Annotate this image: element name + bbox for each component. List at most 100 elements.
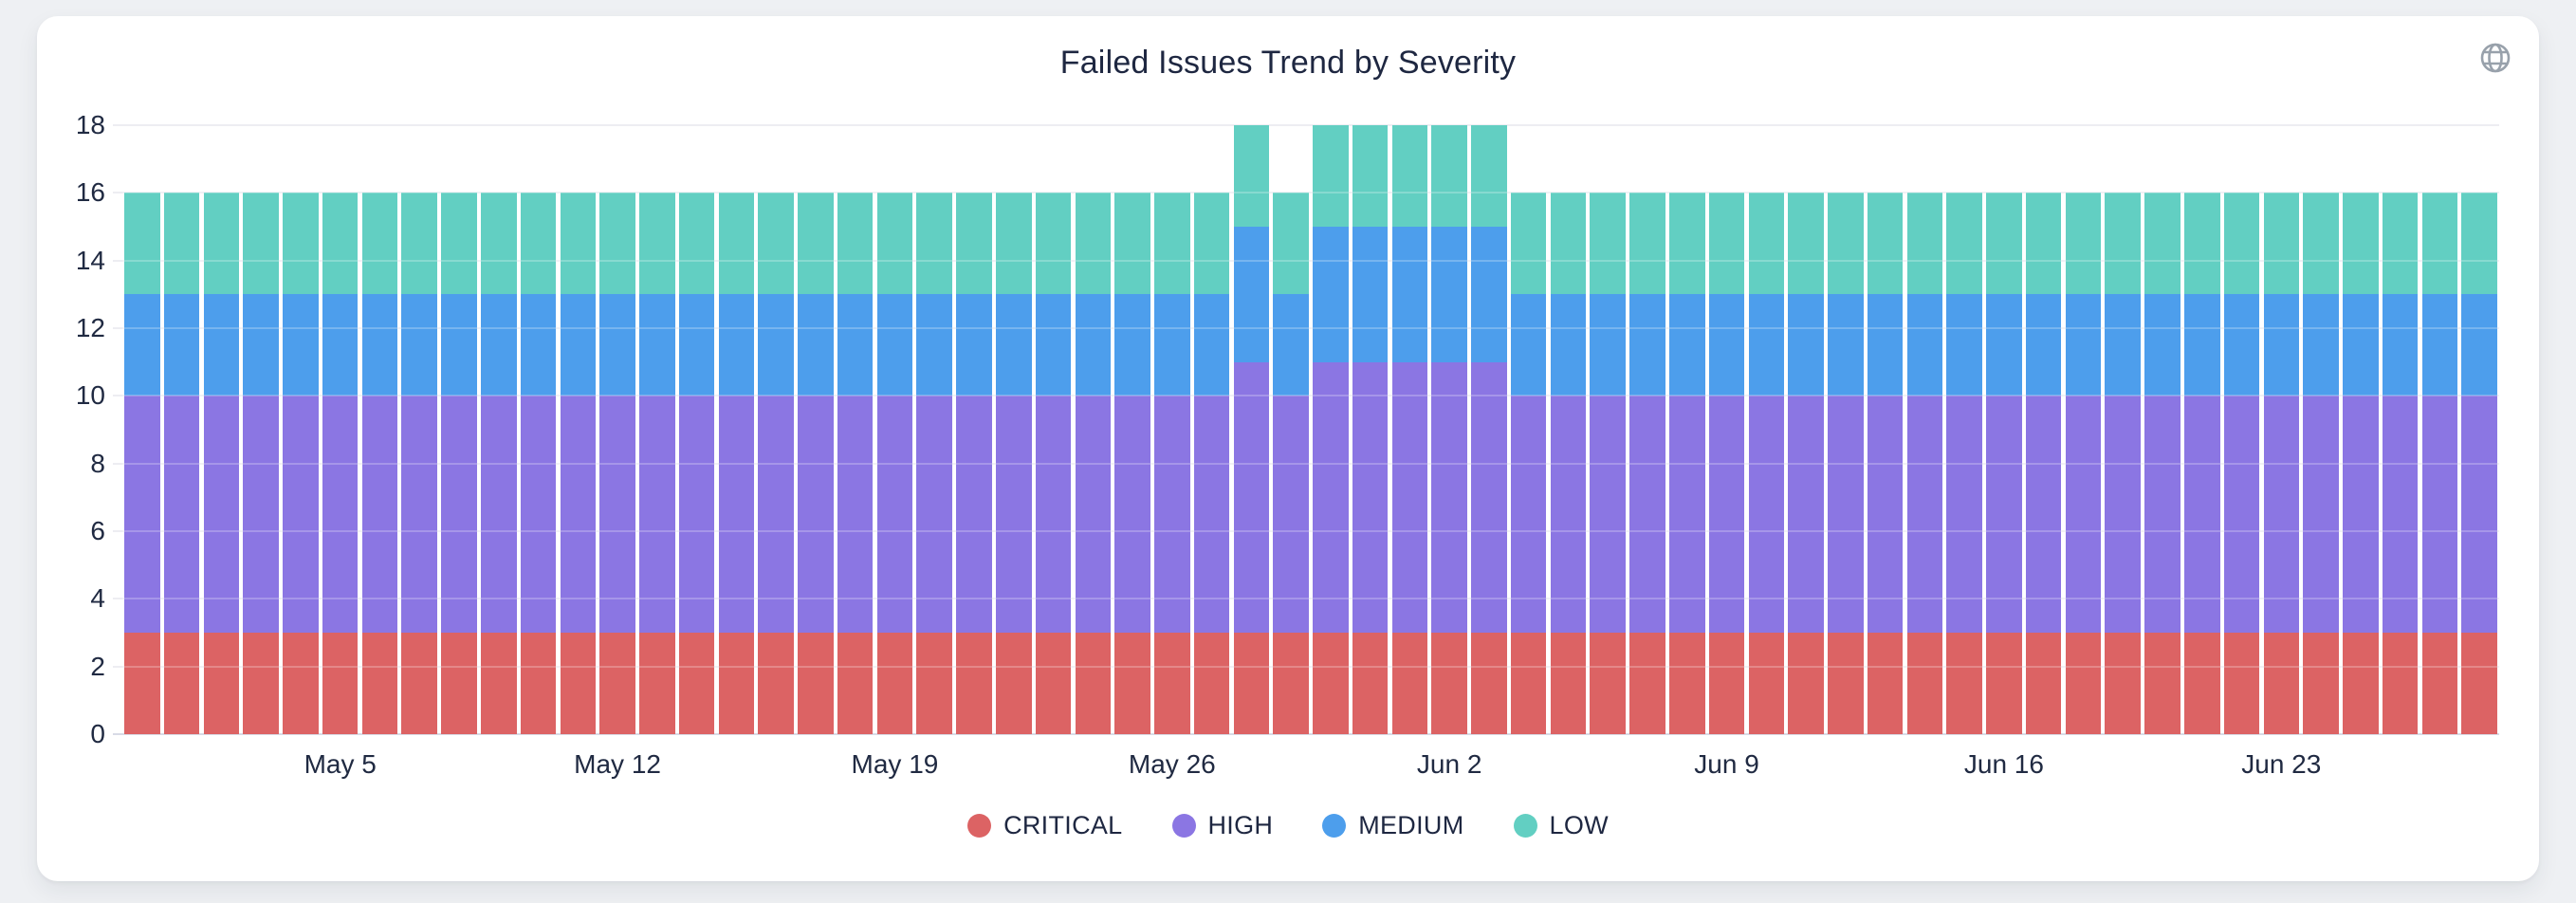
bar-segment-high[interactable] — [2105, 396, 2141, 633]
bar-segment-medium[interactable] — [718, 294, 755, 396]
bar-segment-low[interactable] — [1114, 193, 1150, 295]
bar-segment-high[interactable] — [1788, 396, 1824, 633]
bar-jun-1[interactable] — [1391, 125, 1428, 734]
bar-segment-medium[interactable] — [2183, 294, 2220, 396]
bar-segment-medium[interactable] — [2223, 294, 2260, 396]
bar-segment-low[interactable] — [243, 193, 279, 295]
bar-segment-high[interactable] — [1946, 396, 1982, 633]
bar-may-18[interactable] — [837, 193, 874, 734]
bar-may-24[interactable] — [1075, 193, 1112, 734]
bar-segment-critical[interactable] — [2461, 633, 2497, 734]
bar-segment-critical[interactable] — [1391, 633, 1428, 734]
bar-segment-low[interactable] — [2183, 193, 2220, 295]
bar-segment-low[interactable] — [1748, 193, 1785, 295]
bar-segment-high[interactable] — [1669, 396, 1705, 633]
bar-segment-low[interactable] — [2144, 193, 2180, 295]
bar-segment-critical[interactable] — [1114, 633, 1150, 734]
bar-segment-critical[interactable] — [678, 633, 715, 734]
bar-segment-high[interactable] — [361, 396, 398, 633]
bar-segment-medium[interactable] — [876, 294, 913, 396]
bar-segment-critical[interactable] — [2105, 633, 2141, 734]
bar-segment-critical[interactable] — [1471, 633, 1507, 734]
bar-segment-critical[interactable] — [1035, 633, 1072, 734]
bar-segment-medium[interactable] — [1946, 294, 1982, 396]
bar-may-31[interactable] — [1352, 125, 1389, 734]
bar-segment-critical[interactable] — [956, 633, 992, 734]
bar-segment-medium[interactable] — [2065, 294, 2102, 396]
bar-segment-medium[interactable] — [203, 294, 240, 396]
bar-segment-high[interactable] — [1193, 396, 1230, 633]
bar-segment-critical[interactable] — [361, 633, 398, 734]
bar-segment-low[interactable] — [2223, 193, 2260, 295]
bar-jun-10[interactable] — [1748, 193, 1785, 734]
bar-segment-high[interactable] — [1550, 396, 1587, 633]
legend-item-high[interactable]: HIGH — [1171, 811, 1274, 840]
bar-segment-low[interactable] — [1431, 125, 1467, 228]
bar-jun-7[interactable] — [1629, 193, 1665, 734]
bar-segment-critical[interactable] — [995, 633, 1032, 734]
bar-segment-low[interactable] — [441, 193, 477, 295]
bar-segment-high[interactable] — [2025, 396, 2062, 633]
bar-segment-medium[interactable] — [1233, 227, 1270, 362]
bar-segment-medium[interactable] — [1590, 294, 1627, 396]
bar-may-16[interactable] — [758, 193, 794, 734]
bar-jun-12[interactable] — [1828, 193, 1864, 734]
bar-jun-4[interactable] — [1510, 193, 1547, 734]
bar-may-13[interactable] — [639, 193, 675, 734]
bar-segment-critical[interactable] — [401, 633, 438, 734]
bar-segment-critical[interactable] — [1510, 633, 1547, 734]
bar-segment-low[interactable] — [1828, 193, 1864, 295]
bar-segment-low[interactable] — [1629, 193, 1665, 295]
bar-segment-low[interactable] — [1510, 193, 1547, 295]
bar-may-26[interactable] — [1154, 193, 1190, 734]
bar-segment-critical[interactable] — [1352, 633, 1389, 734]
bar-jun-18[interactable] — [2065, 193, 2102, 734]
bar-segment-low[interactable] — [916, 193, 952, 295]
bar-may-1[interactable] — [163, 193, 200, 734]
bar-segment-medium[interactable] — [1035, 294, 1072, 396]
bar-segment-critical[interactable] — [599, 633, 635, 734]
bar-segment-critical[interactable] — [2144, 633, 2180, 734]
bar-segment-low[interactable] — [401, 193, 438, 295]
bar-segment-high[interactable] — [2223, 396, 2260, 633]
bar-segment-high[interactable] — [1035, 396, 1072, 633]
bar-segment-low[interactable] — [837, 193, 874, 295]
bar-may-8[interactable] — [441, 193, 477, 734]
bar-segment-high[interactable] — [1233, 361, 1270, 633]
bar-segment-high[interactable] — [2382, 396, 2419, 633]
bar-segment-high[interactable] — [2183, 396, 2220, 633]
bar-jun-14[interactable] — [1906, 193, 1943, 734]
bar-segment-high[interactable] — [322, 396, 359, 633]
bar-segment-low[interactable] — [1986, 193, 2022, 295]
bar-segment-medium[interactable] — [1352, 227, 1389, 362]
bar-segment-low[interactable] — [1788, 193, 1824, 295]
bar-segment-low[interactable] — [283, 193, 319, 295]
bar-segment-medium[interactable] — [1154, 294, 1190, 396]
bar-segment-critical[interactable] — [1946, 633, 1982, 734]
bar-segment-medium[interactable] — [1788, 294, 1824, 396]
bar-segment-medium[interactable] — [995, 294, 1032, 396]
bar-jun-23[interactable] — [2263, 193, 2300, 734]
bar-segment-low[interactable] — [1273, 193, 1309, 295]
bar-segment-low[interactable] — [1590, 193, 1627, 295]
bar-segment-high[interactable] — [916, 396, 952, 633]
bar-jun-20[interactable] — [2144, 193, 2180, 734]
bar-jun-13[interactable] — [1867, 193, 1904, 734]
bar-segment-medium[interactable] — [1828, 294, 1864, 396]
bar-segment-low[interactable] — [876, 193, 913, 295]
bar-jun-21[interactable] — [2183, 193, 2220, 734]
bar-jun-3[interactable] — [1471, 125, 1507, 734]
bar-segment-low[interactable] — [2303, 193, 2339, 295]
bar-segment-medium[interactable] — [124, 294, 160, 396]
bar-segment-high[interactable] — [1154, 396, 1190, 633]
bar-segment-high[interactable] — [2065, 396, 2102, 633]
bar-segment-medium[interactable] — [1114, 294, 1150, 396]
bar-segment-high[interactable] — [1114, 396, 1150, 633]
bar-segment-high[interactable] — [2343, 396, 2379, 633]
bar-may-21[interactable] — [956, 193, 992, 734]
bar-segment-critical[interactable] — [243, 633, 279, 734]
bar-may-11[interactable] — [560, 193, 597, 734]
bar-segment-high[interactable] — [718, 396, 755, 633]
bar-segment-low[interactable] — [1471, 125, 1507, 228]
bar-segment-medium[interactable] — [520, 294, 557, 396]
